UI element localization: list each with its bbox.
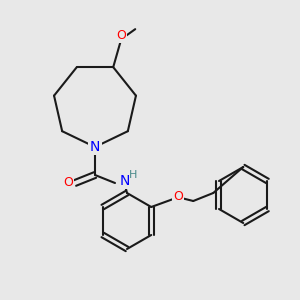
Text: H: H	[129, 170, 137, 180]
Text: O: O	[173, 190, 183, 202]
Text: O: O	[63, 176, 73, 190]
Text: N: N	[120, 174, 130, 188]
Text: N: N	[90, 140, 100, 154]
Text: O: O	[116, 29, 126, 42]
